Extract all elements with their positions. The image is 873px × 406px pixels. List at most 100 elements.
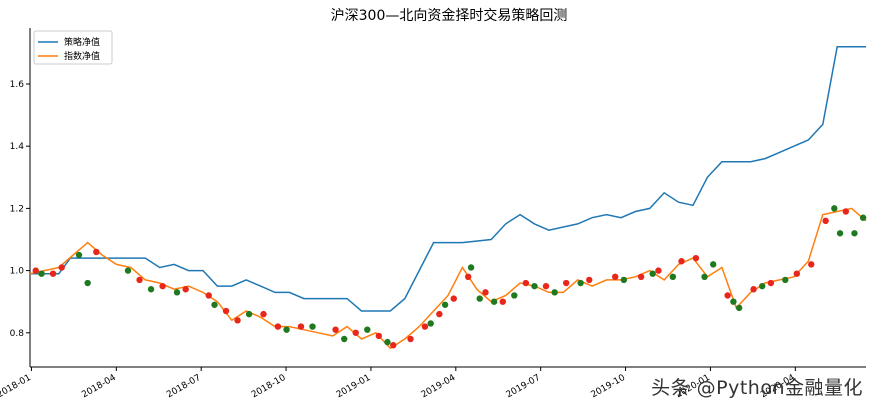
sell-marker — [577, 279, 584, 287]
series-line-1 — [29, 207, 867, 350]
buy-marker — [352, 329, 359, 336]
buy-marker — [222, 307, 230, 315]
y-tick-label: 0.8 — [10, 329, 25, 339]
sell-marker — [476, 295, 483, 302]
buy-marker — [136, 276, 143, 284]
sell-marker — [211, 301, 218, 308]
sell-marker — [124, 267, 132, 274]
sell-marker — [735, 304, 743, 312]
sell-marker — [490, 298, 498, 305]
chart-title: 沪深300—北向资金择时交易策略回测 — [331, 7, 568, 24]
buy-marker — [205, 292, 212, 299]
sell-marker — [384, 338, 391, 346]
sell-marker — [341, 335, 348, 343]
legend-label-0: 策略净值 — [64, 36, 100, 48]
sell-marker — [84, 279, 91, 287]
series-lines — [29, 45, 867, 350]
sell-marker — [531, 282, 538, 290]
buy-marker — [586, 276, 593, 284]
buy-marker — [297, 323, 305, 330]
buy-marker — [655, 267, 662, 274]
sell-marker — [173, 289, 181, 296]
sell-marker — [427, 320, 434, 327]
buy-marker — [562, 279, 570, 287]
sell-marker — [551, 289, 558, 296]
sell-marker — [441, 301, 449, 308]
sell-marker — [511, 292, 518, 299]
sell-marker — [309, 323, 316, 330]
sell-marker — [467, 264, 475, 271]
buy-marker — [482, 289, 489, 296]
sell-marker — [710, 261, 717, 268]
buy-marker — [822, 217, 829, 225]
series-line-0 — [30, 45, 866, 312]
legend-label-1: 指数净值 — [64, 50, 100, 62]
buy-marker — [58, 264, 65, 271]
sell-marker — [620, 276, 628, 284]
buy-marker — [260, 310, 267, 318]
x-tick-label: 2019-07 — [505, 373, 543, 400]
buy-marker — [750, 286, 757, 293]
buy-marker — [159, 282, 166, 290]
axes — [29, 28, 866, 368]
buy-marker — [464, 273, 472, 281]
buy-marker — [332, 326, 339, 333]
buy-marker — [375, 332, 383, 340]
sell-marker — [701, 273, 708, 281]
buy-marker — [637, 273, 645, 281]
sell-marker — [831, 205, 838, 212]
buy-marker — [808, 261, 815, 268]
sell-marker — [283, 326, 290, 333]
buy-marker — [234, 317, 241, 324]
y-tick-label: 1.2 — [10, 204, 24, 214]
buy-marker — [522, 279, 530, 287]
y-tick-label: 1.0 — [10, 267, 25, 277]
sell-marker — [245, 310, 253, 318]
x-tick-label: 2019-04 — [420, 373, 458, 401]
buy-marker — [407, 335, 414, 343]
x-tick-label: 2018-10 — [250, 373, 288, 401]
sell-marker — [851, 230, 858, 237]
buy-marker — [450, 295, 457, 302]
buy-marker — [93, 248, 100, 256]
y-tick-label: 1.4 — [10, 142, 25, 152]
buy-marker — [499, 298, 506, 305]
sell-marker — [759, 282, 766, 290]
buy-marker — [612, 273, 619, 281]
sell-marker — [649, 270, 656, 277]
watermark: 头条 @Python金融量化 — [651, 377, 863, 399]
buy-marker — [842, 208, 850, 215]
sell-marker — [730, 298, 737, 305]
buy-marker — [724, 292, 731, 299]
x-tick-label: 2018-04 — [80, 373, 118, 401]
sell-marker — [782, 276, 789, 284]
buy-marker — [32, 267, 39, 274]
buy-marker — [390, 342, 397, 349]
buy-marker — [421, 323, 429, 330]
y-axis-ticks: 0.8 1.0 1.2 1.4 1.6 — [10, 80, 30, 339]
buy-marker — [793, 270, 801, 277]
buy-marker — [49, 270, 57, 277]
x-tick-label: 2019-10 — [589, 373, 627, 401]
x-tick-label: 2018-07 — [165, 373, 203, 400]
sell-marker — [859, 214, 867, 221]
sell-marker — [836, 230, 844, 237]
buy-marker — [692, 254, 700, 262]
sell-marker — [364, 326, 371, 333]
buy-marker — [436, 310, 443, 318]
sell-marker — [669, 273, 677, 281]
buy-marker — [767, 279, 775, 287]
sell-marker — [75, 251, 83, 259]
sell-marker — [147, 286, 155, 293]
x-tick-label: 2018-01 — [0, 373, 33, 400]
buy-marker — [542, 282, 550, 290]
buy-marker — [182, 286, 189, 293]
trade-markers — [32, 205, 867, 349]
buy-marker — [678, 258, 685, 265]
x-tick-label: 2019-01 — [335, 373, 373, 400]
y-tick-label: 1.6 — [10, 80, 25, 90]
sell-marker — [38, 270, 45, 277]
buy-marker — [274, 323, 282, 330]
